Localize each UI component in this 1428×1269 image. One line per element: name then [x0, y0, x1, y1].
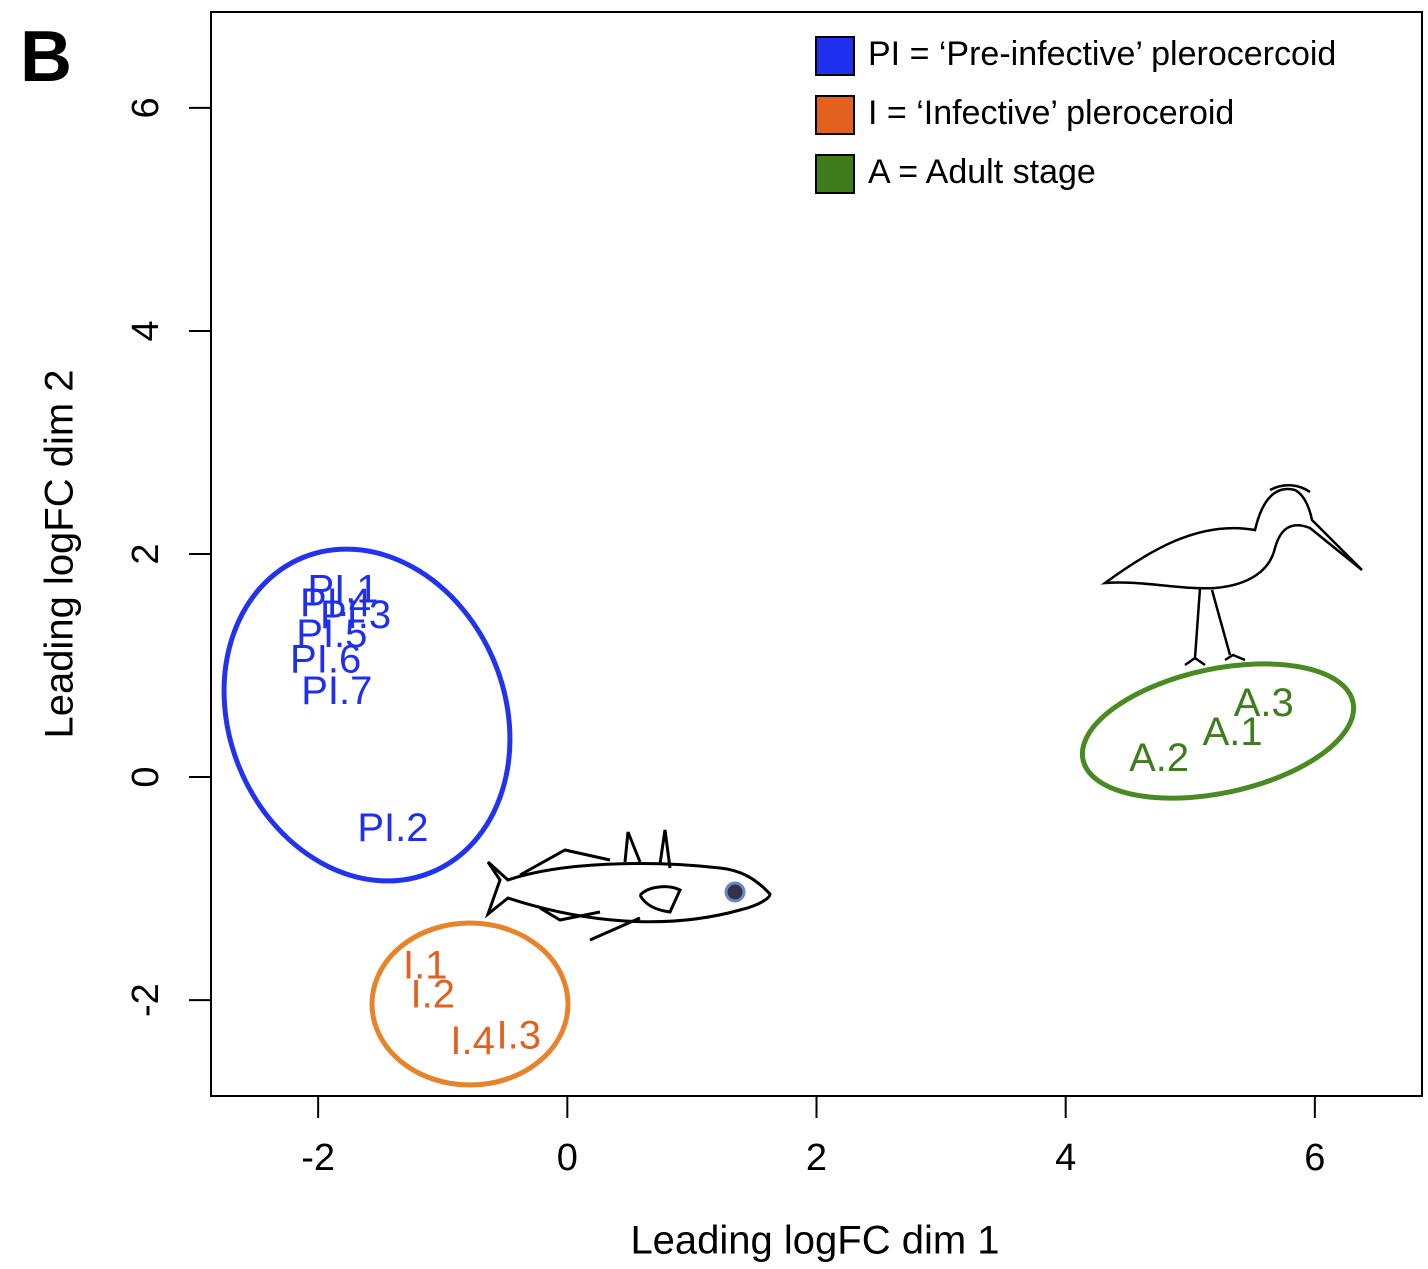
point-label: PI.7	[301, 669, 372, 713]
y-tick-label: 4	[125, 320, 167, 341]
chart: B PI = ‘Pre-infective’ plerocercoid I = ‘…	[0, 0, 1428, 1269]
y-tick-label: -2	[125, 983, 167, 1017]
y-tick-label: 6	[125, 97, 167, 118]
point-label: A.3	[1234, 681, 1294, 725]
legend-swatch	[816, 155, 854, 193]
point-label: I.3	[496, 1014, 540, 1058]
legend-label: PI = ‘Pre-infective’ plerocercoid	[868, 35, 1336, 73]
legend-label: I = ‘Infective’ pleroceroid	[868, 94, 1234, 132]
point-label: A.2	[1129, 736, 1189, 780]
point-label: I.4	[450, 1019, 494, 1063]
x-tick-label: -2	[301, 1137, 335, 1179]
point-label: PI.2	[357, 806, 428, 850]
legend-label: A = Adult stage	[868, 153, 1096, 191]
legend-swatch	[816, 37, 854, 75]
y-tick-label: 0	[125, 766, 167, 787]
x-tick-label: 4	[1055, 1137, 1076, 1179]
panel-label: B	[20, 17, 72, 97]
y-tick-label: 2	[125, 543, 167, 564]
x-tick-label: 0	[557, 1137, 578, 1179]
point-label: I.2	[411, 972, 455, 1016]
legend: PI = ‘Pre-infective’ plerocercoid I = ‘In…	[816, 35, 1336, 193]
x-tick-label: 6	[1304, 1137, 1325, 1179]
x-tick-label: 2	[806, 1137, 827, 1179]
x-axis-label: Leading logFC dim 1	[630, 1219, 999, 1263]
legend-swatch	[816, 96, 854, 134]
bird-icon	[1105, 485, 1362, 665]
fish-icon	[488, 830, 770, 940]
y-axis-label: Leading logFC dim 2	[38, 369, 82, 738]
